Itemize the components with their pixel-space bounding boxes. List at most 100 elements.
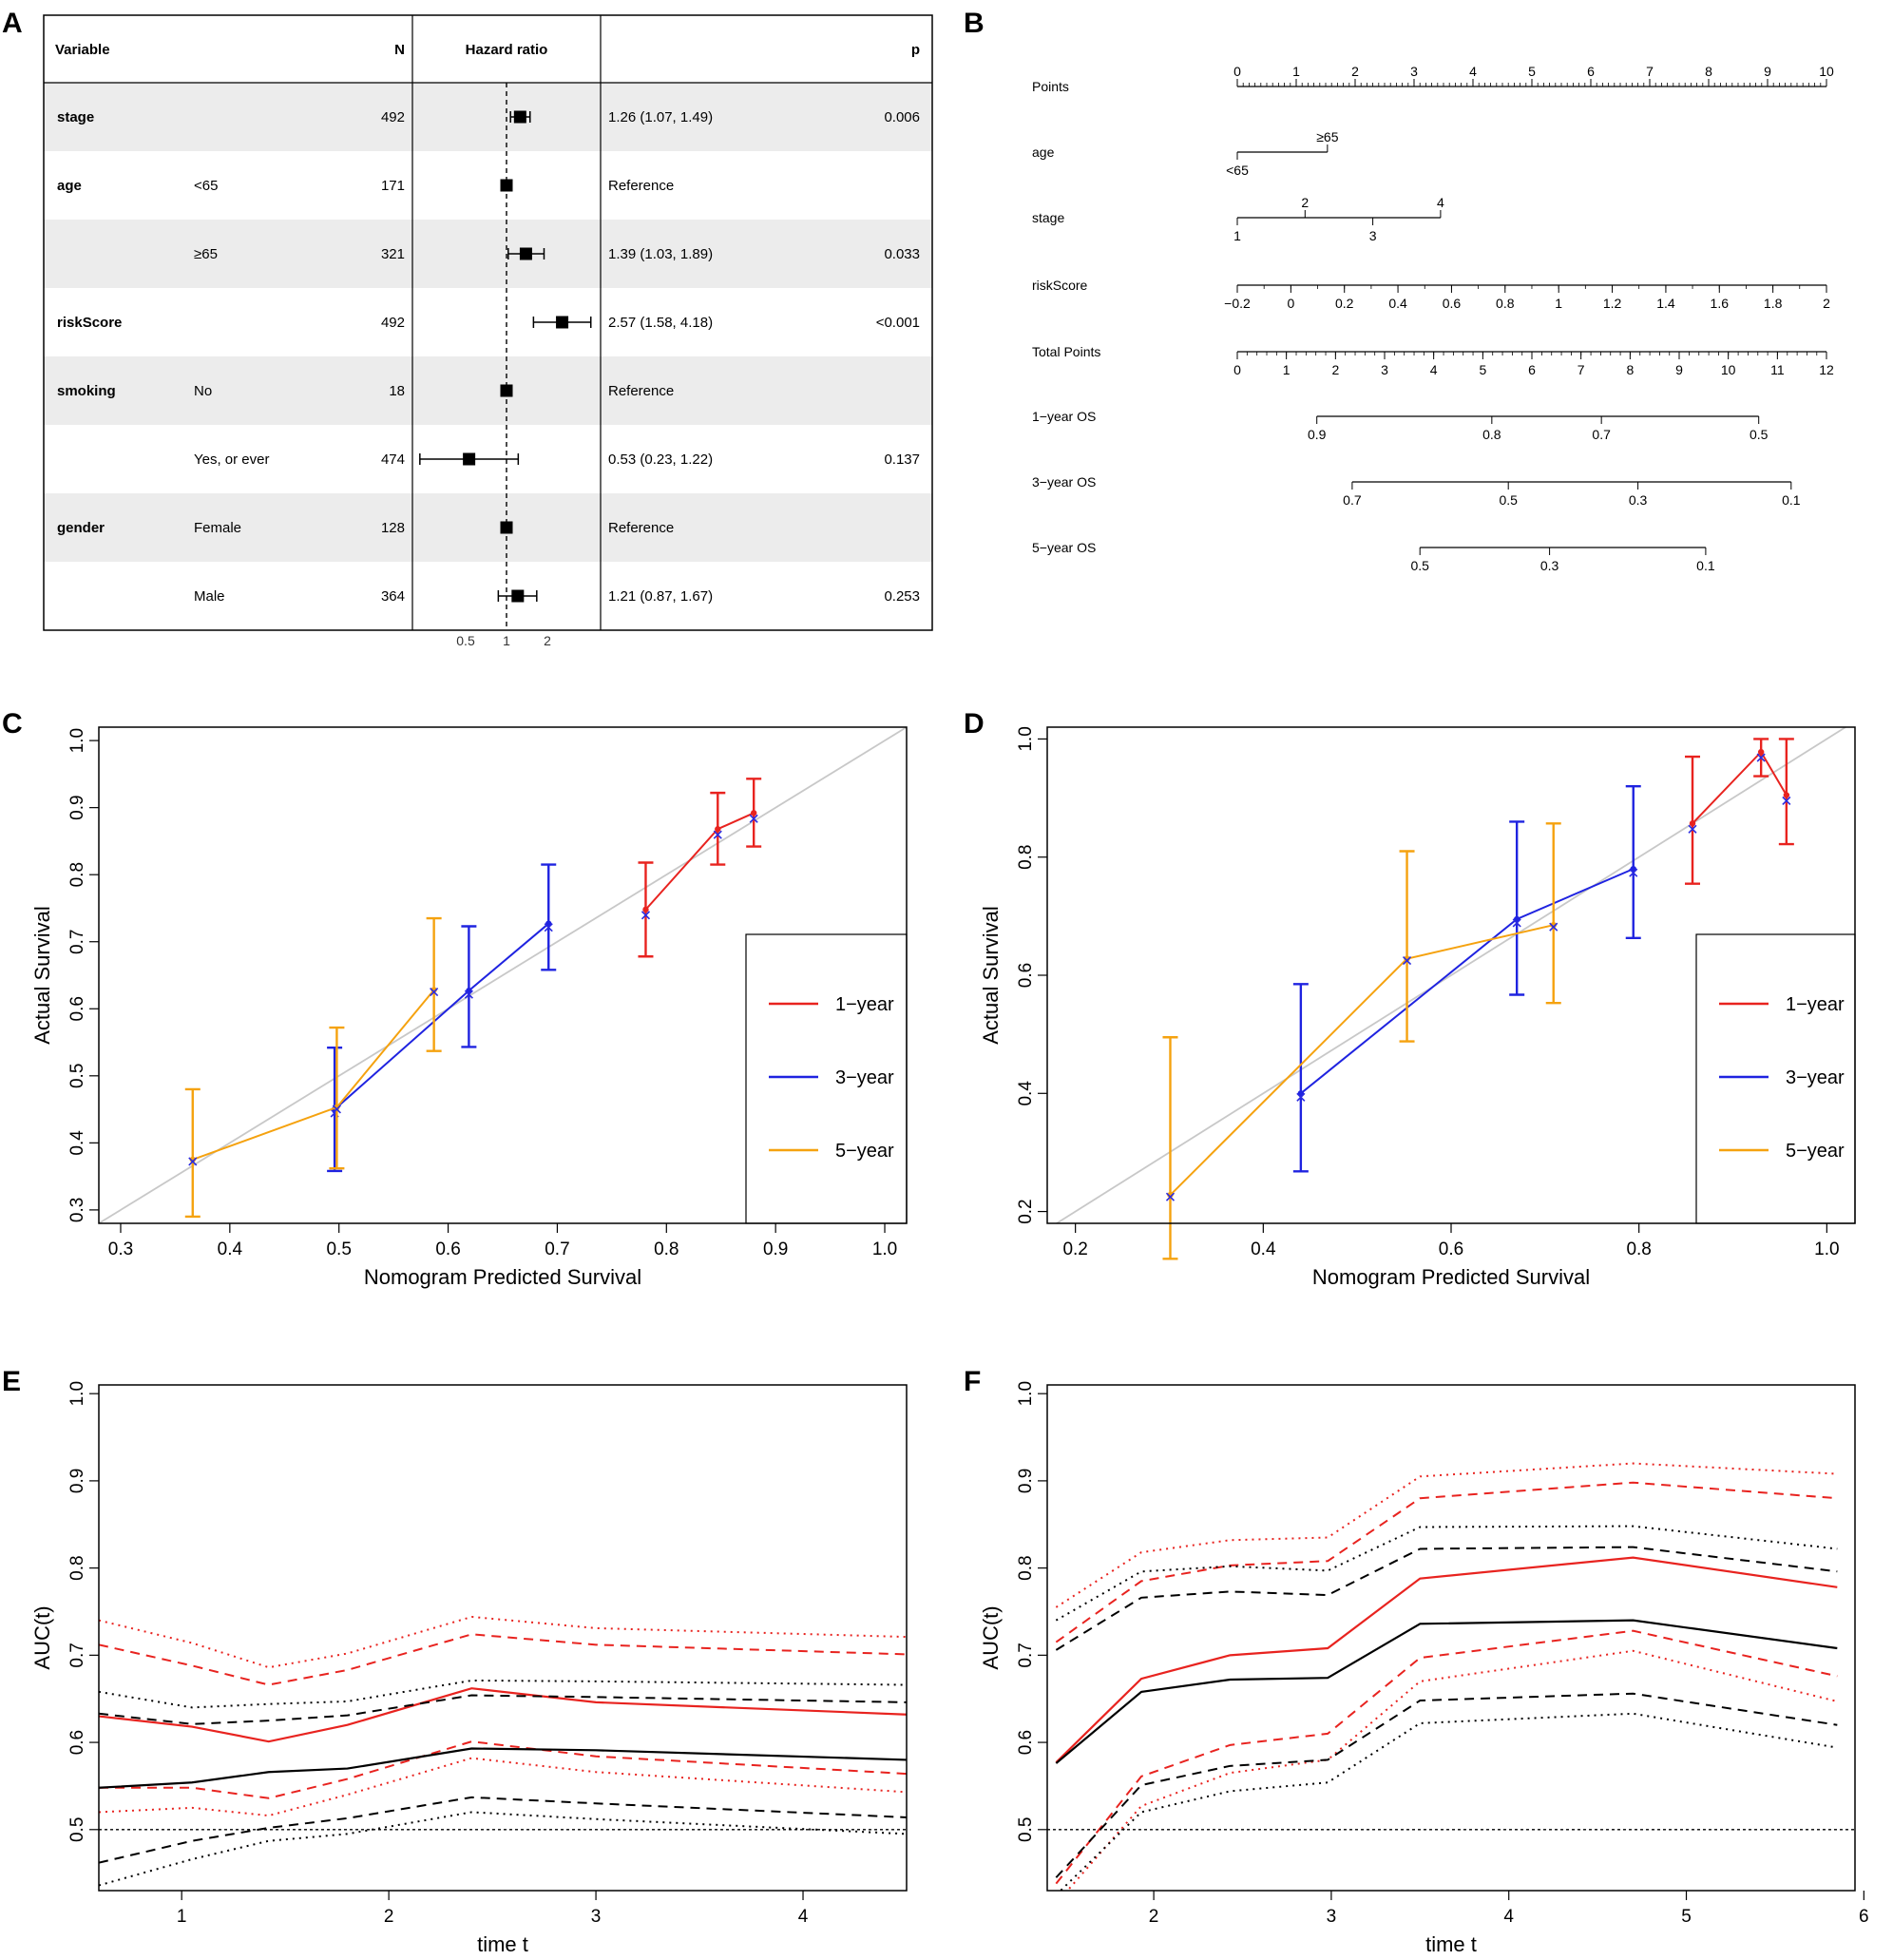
auc-series-red-dashed bbox=[1055, 1481, 1838, 1643]
row-n: 364 bbox=[381, 588, 405, 605]
nomogram-tick-label: 1 bbox=[1555, 296, 1562, 311]
table-row-band bbox=[44, 356, 932, 425]
nomogram-scale-label: 3−year OS bbox=[1032, 474, 1096, 490]
nomogram-tick-label: 1 bbox=[1233, 228, 1241, 243]
nomogram-tick-label: 0 bbox=[1233, 362, 1241, 377]
nomogram-tick-label: 7 bbox=[1578, 362, 1585, 377]
data-point bbox=[1757, 748, 1765, 756]
nomogram-tick-label: 2 bbox=[1351, 64, 1359, 79]
row-level: Female bbox=[194, 520, 241, 536]
y-tick-label: 0.4 bbox=[1016, 1081, 1036, 1106]
header-hazard-ratio: Hazard ratio bbox=[466, 42, 548, 58]
observed-marker-x bbox=[1782, 796, 1791, 806]
row-hr-text: Reference bbox=[608, 520, 674, 536]
nomogram-tick-label: 0.7 bbox=[1592, 427, 1611, 442]
auc-series-red-dotted bbox=[1055, 1462, 1838, 1608]
data-point bbox=[189, 1156, 196, 1163]
row-hr-text: 1.21 (0.87, 1.67) bbox=[608, 588, 713, 605]
y-axis-label: Actual Survival bbox=[979, 906, 1003, 1045]
x-axis-label: time t bbox=[1425, 1932, 1477, 1956]
observed-marker-x bbox=[544, 923, 553, 932]
nomogram-scale-label: riskScore bbox=[1032, 278, 1088, 293]
observed-marker-x bbox=[1688, 824, 1697, 834]
auc-series-black-dashed bbox=[1055, 1692, 1838, 1878]
nomogram-tick-label: 10 bbox=[1721, 362, 1736, 377]
y-tick-label: 0.7 bbox=[67, 930, 87, 954]
hr-point bbox=[519, 247, 532, 260]
nomogram-scale-label: 1−year OS bbox=[1032, 409, 1096, 424]
data-point bbox=[1550, 921, 1557, 929]
x-tick-label: 5 bbox=[1681, 1907, 1692, 1927]
row-n: 321 bbox=[381, 246, 405, 262]
row-variable: smoking bbox=[57, 383, 116, 399]
data-point bbox=[642, 906, 649, 913]
nomogram-tick-label: 0.1 bbox=[1696, 558, 1715, 573]
y-tick-label: 0.7 bbox=[1016, 1643, 1036, 1667]
table-row-band bbox=[44, 220, 932, 288]
auc-series-red-dotted bbox=[99, 1615, 907, 1669]
nomogram-tick-label: −0.2 bbox=[1224, 296, 1251, 311]
row-level: ≥65 bbox=[194, 246, 218, 262]
observed-marker-x bbox=[188, 1157, 198, 1166]
plot-frame bbox=[1046, 1384, 1856, 1892]
legend-box bbox=[1695, 933, 1856, 1224]
y-tick-label: 0.8 bbox=[1016, 845, 1036, 870]
nomogram-tick-label: 1.2 bbox=[1603, 296, 1622, 311]
nomogram-tick-label: 4 bbox=[1469, 64, 1477, 79]
nomogram-tick-label: 8 bbox=[1626, 362, 1634, 377]
data-point bbox=[715, 826, 721, 833]
nomogram-tick-label: 1.4 bbox=[1656, 296, 1675, 311]
y-tick-label: 0.4 bbox=[67, 1130, 87, 1156]
nomogram-tick-label: <65 bbox=[1226, 163, 1249, 178]
row-variable: riskScore bbox=[57, 315, 122, 331]
nomogram-tick-label: 0.8 bbox=[1496, 296, 1515, 311]
row-p-value: <0.001 bbox=[876, 315, 920, 331]
auc-series-red-dashed bbox=[1055, 1629, 1838, 1885]
nomogram-tick-label: 0.4 bbox=[1388, 296, 1407, 311]
x-axis-label: time t bbox=[477, 1932, 528, 1956]
row-hr-text: 1.26 (1.07, 1.49) bbox=[608, 109, 713, 125]
y-tick-label: 0.3 bbox=[67, 1198, 87, 1222]
header-variable: Variable bbox=[55, 42, 110, 58]
nomogram-tick-label: 0.8 bbox=[1482, 427, 1501, 442]
hr-point bbox=[511, 589, 525, 603]
nomogram-tick-label: 3 bbox=[1369, 228, 1377, 243]
nomogram-tick-label: 0.5 bbox=[1499, 492, 1518, 508]
observed-marker-x bbox=[1512, 918, 1521, 928]
data-point bbox=[1404, 955, 1410, 962]
data-point bbox=[430, 987, 437, 993]
plot-frame bbox=[1046, 726, 1856, 1224]
observed-marker-x bbox=[1402, 956, 1412, 966]
nomogram-tick-label: 5 bbox=[1528, 64, 1536, 79]
panel-label-d: D bbox=[964, 708, 985, 740]
observed-marker-x bbox=[641, 911, 651, 920]
series-line-5year bbox=[192, 989, 435, 1161]
x-tick-label: 4 bbox=[798, 1907, 809, 1927]
x-tick-label: 1 bbox=[177, 1907, 187, 1927]
y-tick-label: 0.5 bbox=[67, 1064, 87, 1088]
plot-frame bbox=[98, 726, 908, 1224]
row-variable: age bbox=[57, 178, 82, 194]
nomogram-tick-label: 1.6 bbox=[1711, 296, 1730, 311]
nomogram-tick-label: 1.8 bbox=[1764, 296, 1783, 311]
nomogram-tick-label: 0.1 bbox=[1782, 492, 1801, 508]
x-tick-label: 0.4 bbox=[1251, 1239, 1276, 1259]
legend-box bbox=[745, 933, 908, 1224]
nomogram-tick-label: 2 bbox=[1301, 195, 1309, 210]
nomogram-scale-label: 5−year OS bbox=[1032, 540, 1096, 555]
x-tick-label: 3 bbox=[1327, 1907, 1337, 1927]
x-tick-label: 0.9 bbox=[763, 1239, 788, 1259]
y-tick-label: 0.9 bbox=[67, 1469, 87, 1493]
x-tick-label: 0.5 bbox=[326, 1239, 351, 1259]
row-hr-text: Reference bbox=[608, 383, 674, 399]
nomogram-tick-label: 0.7 bbox=[1343, 492, 1362, 508]
series-line-5year bbox=[1169, 924, 1554, 1196]
hr-point bbox=[556, 316, 569, 329]
row-n: 492 bbox=[381, 109, 405, 125]
nomogram-tick-label: 9 bbox=[1764, 64, 1771, 79]
y-tick-label: 0.6 bbox=[1016, 1730, 1036, 1755]
row-p-value: 0.006 bbox=[884, 109, 920, 125]
nomogram-tick-label: 0 bbox=[1287, 296, 1294, 311]
legend-label: 1−year bbox=[835, 994, 894, 1015]
legend-label: 5−year bbox=[835, 1141, 894, 1162]
